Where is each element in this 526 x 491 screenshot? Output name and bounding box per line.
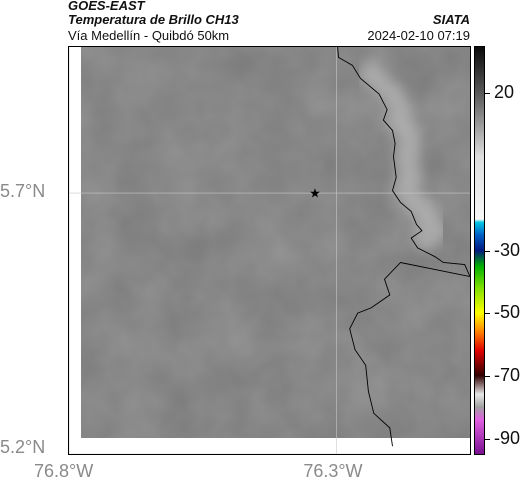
bright-terrain-band: [357, 59, 453, 254]
colorbar-tick: [485, 93, 490, 95]
cloud-texture: [81, 47, 470, 438]
colorbar-tick-label: -90: [494, 428, 521, 449]
product-title: Temperatura de Brillo CH13: [68, 12, 239, 27]
map-canvas: ★: [69, 47, 470, 454]
lat-tick-label: 5.7°N: [0, 181, 46, 202]
colorbar-tick-label: -30: [494, 239, 521, 260]
colorbar-tick-label: 20: [494, 82, 515, 103]
datetime-label: 2024-02-10 07:19: [367, 28, 470, 43]
graticule: [69, 47, 470, 454]
department-boundary: [337, 47, 470, 447]
colorbar-tick-label: -70: [494, 365, 521, 386]
lon-tick-label: 76.8°W: [34, 461, 94, 481]
colorbar-tick: [485, 439, 490, 441]
colorbar-tick: [485, 376, 490, 378]
lon-tick-label: 76.3°W: [303, 461, 363, 481]
region-label: Vía Medellín - Quibdó 50km: [68, 28, 230, 43]
satellite-map[interactable]: ★: [68, 46, 471, 455]
colorbar-tick-label: -50: [494, 302, 521, 323]
org-label: SIATA: [432, 12, 470, 27]
colorbar-tick: [485, 313, 490, 315]
location-marker: ★: [309, 186, 321, 201]
satellite-title: GOES-EAST: [68, 0, 145, 13]
colorbar-tick: [485, 250, 490, 252]
colorbar: [474, 46, 485, 455]
lat-tick-label: 5.2°N: [0, 437, 46, 457]
